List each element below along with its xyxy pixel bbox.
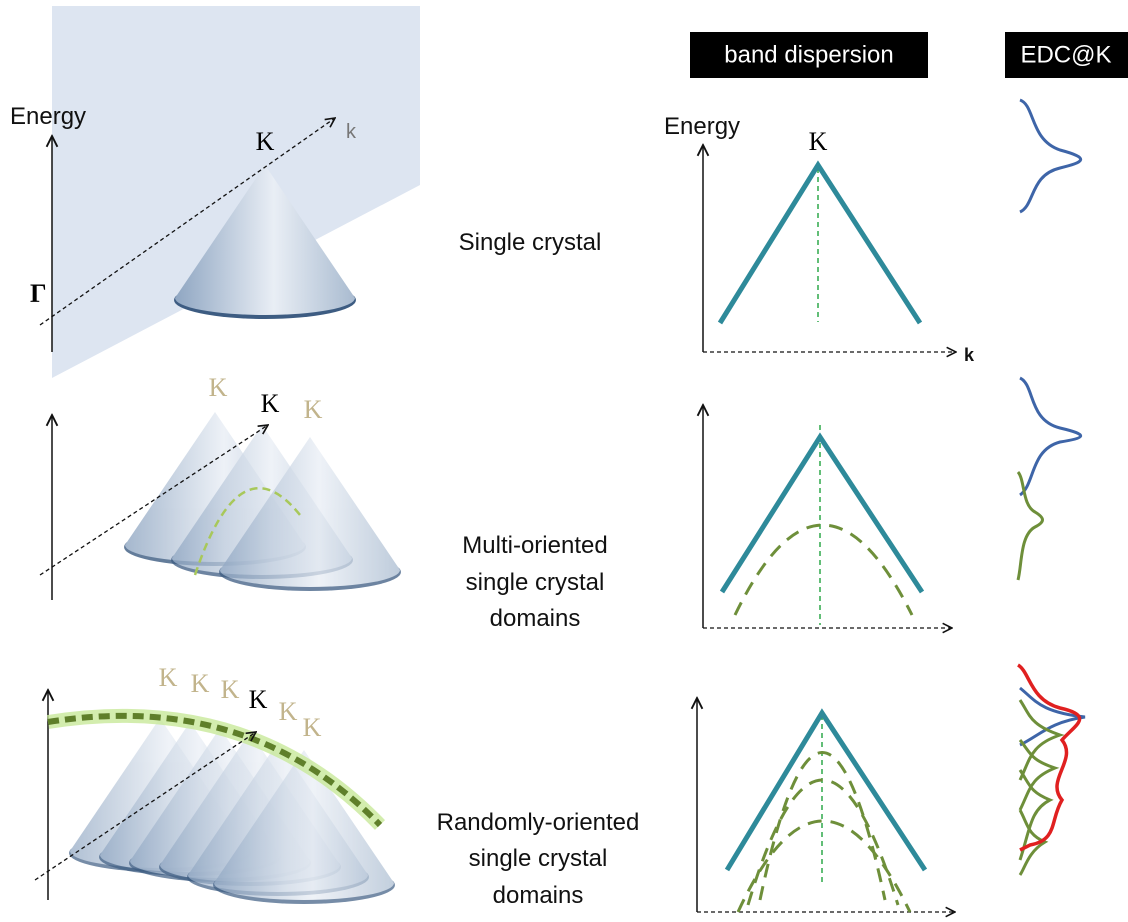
k-point-label: K — [261, 389, 280, 418]
diagram: band dispersion EDC@K Energy K k Γ Singl… — [0, 0, 1128, 922]
row-label: single crystal — [469, 845, 608, 872]
axis-label: Energy — [10, 103, 86, 130]
gamma-label: Γ — [30, 279, 47, 308]
row-label: domains — [490, 605, 581, 632]
edc-curve — [1020, 378, 1081, 495]
edc-curve — [1018, 472, 1043, 580]
edc-curve — [1020, 100, 1081, 212]
k-point-label: K — [221, 675, 240, 704]
row-label: Randomly-oriented — [437, 809, 640, 836]
axis-label: k — [964, 345, 975, 365]
k-point-label: K — [303, 713, 322, 742]
row-label: single crystal — [466, 569, 605, 596]
k-point-label: K — [209, 373, 228, 402]
dirac-band — [722, 437, 922, 592]
axis-label: Energy — [664, 113, 740, 140]
dirac-band — [727, 713, 925, 870]
k-point-label: K — [191, 669, 210, 698]
k-plane — [52, 6, 420, 378]
k-point-label: K — [809, 127, 828, 156]
axis-label: k — [346, 121, 357, 143]
k-point-label: K — [249, 685, 268, 714]
dirac-band — [720, 165, 920, 323]
row-label: Multi-oriented — [462, 532, 607, 559]
row-label: domains — [493, 882, 584, 909]
k-point-label: K — [256, 127, 275, 156]
header: band dispersion — [724, 41, 893, 68]
k-point-label: K — [159, 663, 178, 692]
k-point-label: K — [304, 395, 323, 424]
k-point-label: K — [279, 697, 298, 726]
row-label: Single crystal — [459, 229, 602, 256]
header: EDC@K — [1020, 41, 1111, 68]
